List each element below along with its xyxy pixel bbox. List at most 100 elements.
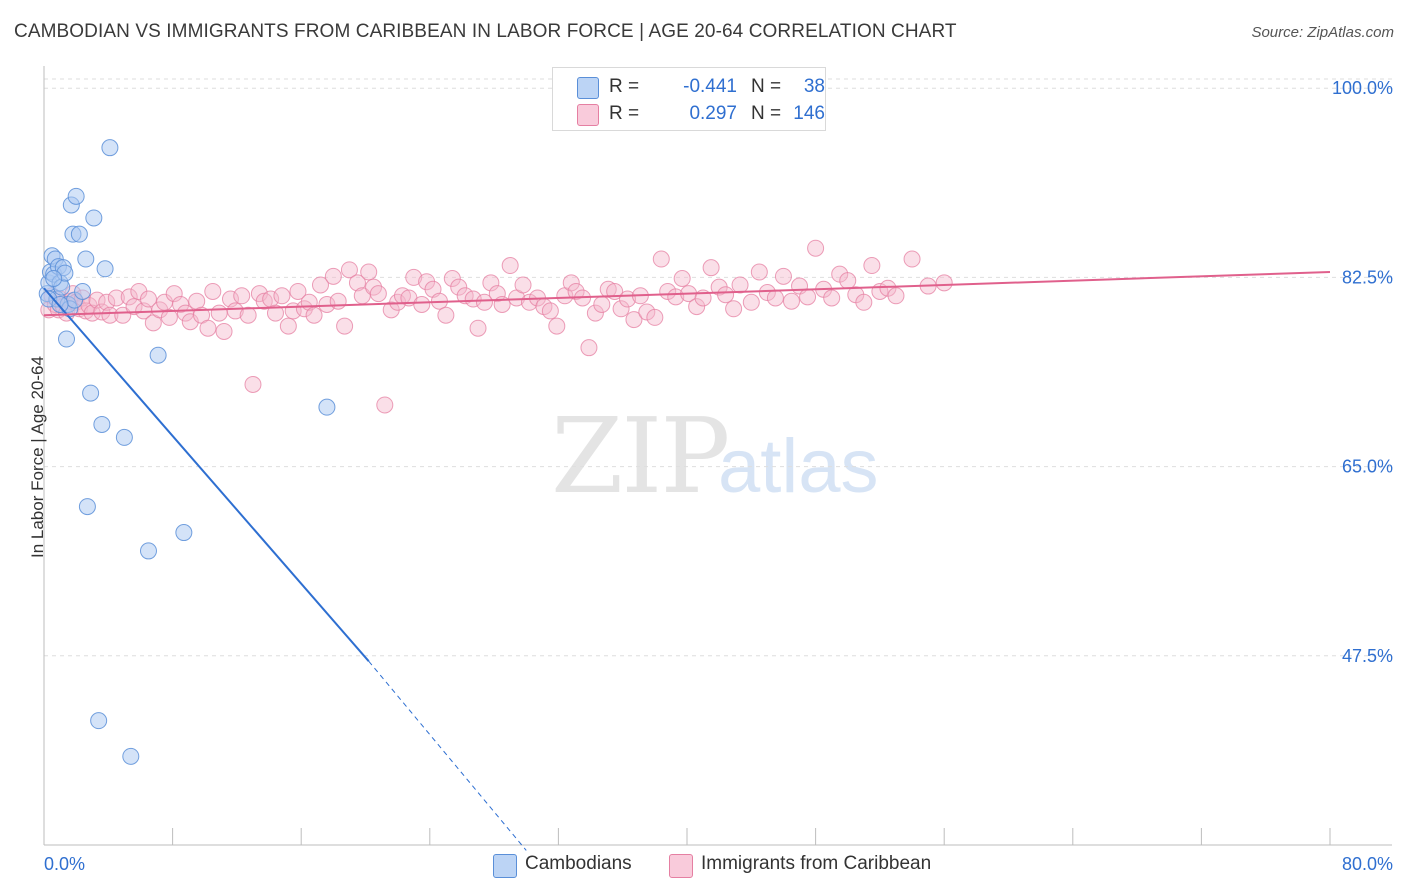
caribbean-point xyxy=(567,282,585,300)
caribbean-point xyxy=(340,261,358,279)
caribbean-point xyxy=(413,295,431,313)
caribbean-points xyxy=(40,239,953,414)
caribbean-point xyxy=(774,267,792,285)
caribbean-point xyxy=(599,280,617,298)
caribbean-point xyxy=(101,306,119,324)
caribbean-point xyxy=(887,287,905,305)
caribbean-point xyxy=(289,282,307,300)
caribbean-point xyxy=(210,304,228,322)
caribbean-point xyxy=(475,293,493,311)
chart-title: CAMBODIAN VS IMMIGRANTS FROM CARIBBEAN I… xyxy=(14,21,957,42)
cambodian-point xyxy=(115,428,133,446)
cambodian-point xyxy=(318,398,336,416)
caribbean-point xyxy=(580,339,598,357)
caribbean-point xyxy=(107,289,125,307)
legend-r-value: 0.297 xyxy=(689,103,737,124)
cambodian-points xyxy=(38,139,336,765)
y-axis-label: In Labor Force | Age 20-64 xyxy=(28,356,47,558)
y-tick-label: 47.5% xyxy=(1342,646,1393,666)
caribbean-point xyxy=(376,396,394,414)
axes xyxy=(43,66,1392,846)
caribbean-point xyxy=(305,306,323,324)
legend-label: Cambodians xyxy=(525,853,632,874)
tick-labels: 47.5% 65.0% 82.5% 100.0% 0.0% 80.0% xyxy=(44,78,1393,874)
watermark-zip: ZIP xyxy=(551,395,730,517)
legend-label: Immigrants from Caribbean xyxy=(701,853,932,874)
caribbean-point xyxy=(114,306,132,324)
caribbean-point xyxy=(318,295,336,313)
legend-r-label: R = xyxy=(609,76,640,97)
caribbean-point xyxy=(839,272,857,290)
caribbean-point xyxy=(482,274,500,292)
cambodian-point xyxy=(139,542,157,560)
cambodian-point xyxy=(82,384,100,402)
trend-lines xyxy=(43,271,1331,851)
legend-swatch-blue xyxy=(493,854,517,878)
cambodian-point xyxy=(122,747,140,765)
caribbean-point xyxy=(673,269,691,287)
caribbean-point xyxy=(541,302,559,320)
caribbean-point xyxy=(204,282,222,300)
caribbean-point xyxy=(160,308,178,326)
caribbean-point xyxy=(586,304,604,322)
caribbean-point xyxy=(612,300,630,318)
caribbean-point xyxy=(336,317,354,335)
cambodian-point xyxy=(175,524,193,542)
caribbean-point xyxy=(782,292,800,310)
cambodian-point xyxy=(70,225,88,243)
legend-n-label: N = xyxy=(751,103,782,124)
legend-n-value: 38 xyxy=(803,76,825,97)
caribbean-point xyxy=(450,278,468,296)
y-tick-label: 82.5% xyxy=(1342,267,1393,287)
cambodian-point xyxy=(74,282,92,300)
caribbean-point xyxy=(935,274,953,292)
caribbean-point xyxy=(646,308,664,326)
caribbean-point xyxy=(348,274,366,292)
caribbean-point xyxy=(279,317,297,335)
caribbean-point xyxy=(742,293,760,311)
caribbean-point xyxy=(239,306,257,324)
legend-swatch-pink xyxy=(669,854,693,878)
caribbean-point xyxy=(750,263,768,281)
caribbean-point xyxy=(329,292,347,310)
caribbean-point xyxy=(172,295,190,313)
caribbean-point xyxy=(165,285,183,303)
caribbean-point xyxy=(199,319,217,337)
cambodian-point xyxy=(85,209,103,227)
cambodian-point xyxy=(101,139,119,157)
cambodian-point xyxy=(78,498,96,516)
source-credit: Source: ZipAtlas.com xyxy=(1251,24,1394,41)
caribbean-point xyxy=(593,295,611,313)
legend-n-value: 146 xyxy=(793,103,825,124)
caribbean-point xyxy=(125,298,143,316)
caribbean-point xyxy=(120,288,138,306)
caribbean-point xyxy=(766,289,784,307)
caribbean-point xyxy=(244,375,262,393)
legend-r-value: -0.441 xyxy=(683,76,737,97)
caribbean-point xyxy=(139,290,157,308)
legend-r-label: R = xyxy=(609,103,640,124)
caribbean-point xyxy=(311,276,329,294)
x-tick-label-min: 0.0% xyxy=(44,854,85,874)
caribbean-point xyxy=(807,239,825,257)
cambodian-point xyxy=(90,712,108,730)
caribbean-point xyxy=(443,269,461,287)
caribbean-point xyxy=(855,293,873,311)
cambodian-trend-extrapolation xyxy=(368,660,527,851)
cambodian-point xyxy=(45,269,63,287)
cambodian-point xyxy=(51,295,69,313)
caribbean-point xyxy=(215,322,233,340)
caribbean-point xyxy=(266,304,284,322)
caribbean-point xyxy=(469,319,487,337)
caribbean-point xyxy=(255,292,273,310)
cambodian-point xyxy=(58,330,76,348)
cambodian-point xyxy=(96,260,114,278)
legend-swatch-pink xyxy=(577,104,599,126)
caribbean-point xyxy=(725,300,743,318)
gridlines xyxy=(44,78,1392,657)
caribbean-point xyxy=(464,290,482,308)
caribbean-point xyxy=(799,288,817,306)
caribbean-point xyxy=(548,317,566,335)
caribbean-point xyxy=(702,259,720,277)
